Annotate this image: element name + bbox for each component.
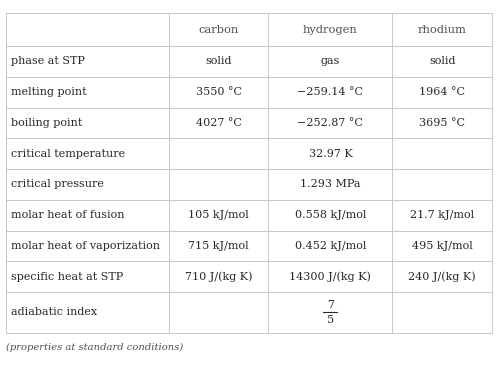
Text: solid: solid [429,57,456,66]
Text: 715 kJ/mol: 715 kJ/mol [188,241,249,251]
Text: −252.87 °C: −252.87 °C [297,118,364,128]
Text: molar heat of vaporization: molar heat of vaporization [11,241,160,251]
Text: hydrogen: hydrogen [303,25,358,34]
Text: 4027 °C: 4027 °C [196,118,242,128]
Text: 240 J/(kg K): 240 J/(kg K) [408,272,476,282]
Text: −259.14 °C: −259.14 °C [297,87,364,97]
Text: 5: 5 [327,315,334,325]
Text: 105 kJ/mol: 105 kJ/mol [188,210,249,220]
Text: 710 J/(kg K): 710 J/(kg K) [185,272,252,282]
Text: carbon: carbon [199,25,239,34]
Text: melting point: melting point [11,87,87,97]
Text: 495 kJ/mol: 495 kJ/mol [412,241,473,251]
Text: phase at STP: phase at STP [11,57,85,66]
Text: 1964 °C: 1964 °C [419,87,465,97]
Text: gas: gas [321,57,340,66]
Text: 14300 J/(kg K): 14300 J/(kg K) [289,272,372,282]
Text: critical temperature: critical temperature [11,149,125,159]
Text: 0.452 kJ/mol: 0.452 kJ/mol [295,241,366,251]
Text: specific heat at STP: specific heat at STP [11,272,123,282]
Text: 1.293 MPa: 1.293 MPa [300,180,361,189]
Text: adiabatic index: adiabatic index [11,308,97,317]
Text: boiling point: boiling point [11,118,82,128]
Text: rhodium: rhodium [418,25,467,34]
Text: 3550 °C: 3550 °C [196,87,242,97]
Text: solid: solid [205,57,232,66]
Text: 3695 °C: 3695 °C [419,118,465,128]
Text: 0.558 kJ/mol: 0.558 kJ/mol [295,210,366,220]
Text: 21.7 kJ/mol: 21.7 kJ/mol [410,210,474,220]
Text: 32.97 K: 32.97 K [309,149,352,159]
Text: (properties at standard conditions): (properties at standard conditions) [6,343,183,352]
Text: critical pressure: critical pressure [11,180,104,189]
Text: molar heat of fusion: molar heat of fusion [11,210,125,220]
Text: 7: 7 [327,300,334,310]
